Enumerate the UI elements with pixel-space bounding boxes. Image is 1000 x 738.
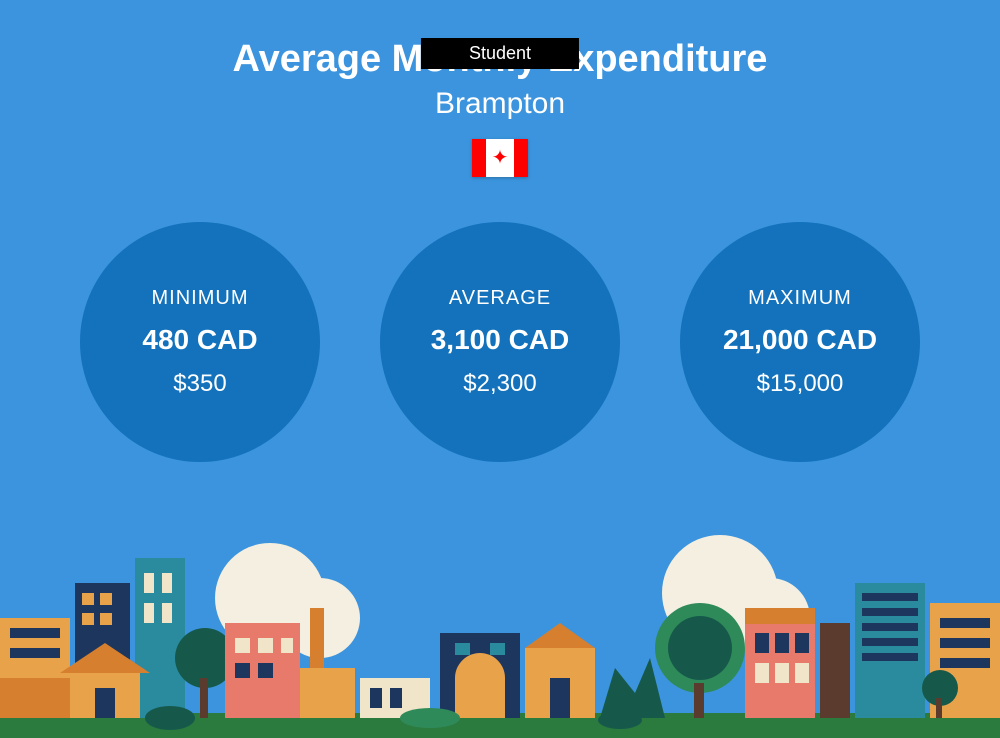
stat-value-usd: $2,300 — [463, 370, 536, 398]
stat-label: MINIMUM — [152, 287, 249, 310]
category-badge: Student — [421, 38, 579, 69]
stat-label: AVERAGE — [449, 287, 551, 310]
stat-value-local: 21,000 CAD — [723, 324, 877, 356]
stat-maximum: MAXIMUM 21,000 CAD $15,000 — [680, 222, 920, 462]
stat-value-usd: $15,000 — [757, 370, 844, 398]
canada-flag-icon: ✦ — [472, 139, 528, 177]
stat-value-local: 3,100 CAD — [431, 324, 570, 356]
stat-minimum: MINIMUM 480 CAD $350 — [80, 222, 320, 462]
flag-container: ✦ — [0, 139, 1000, 182]
city-name: Brampton — [0, 87, 1000, 121]
stat-value-usd: $350 — [173, 370, 226, 398]
stat-value-local: 480 CAD — [142, 324, 257, 356]
cityscape-illustration — [0, 528, 1000, 738]
stat-average: AVERAGE 3,100 CAD $2,300 — [380, 222, 620, 462]
stats-row: MINIMUM 480 CAD $350 AVERAGE 3,100 CAD $… — [0, 222, 1000, 462]
stat-label: MAXIMUM — [748, 287, 852, 310]
